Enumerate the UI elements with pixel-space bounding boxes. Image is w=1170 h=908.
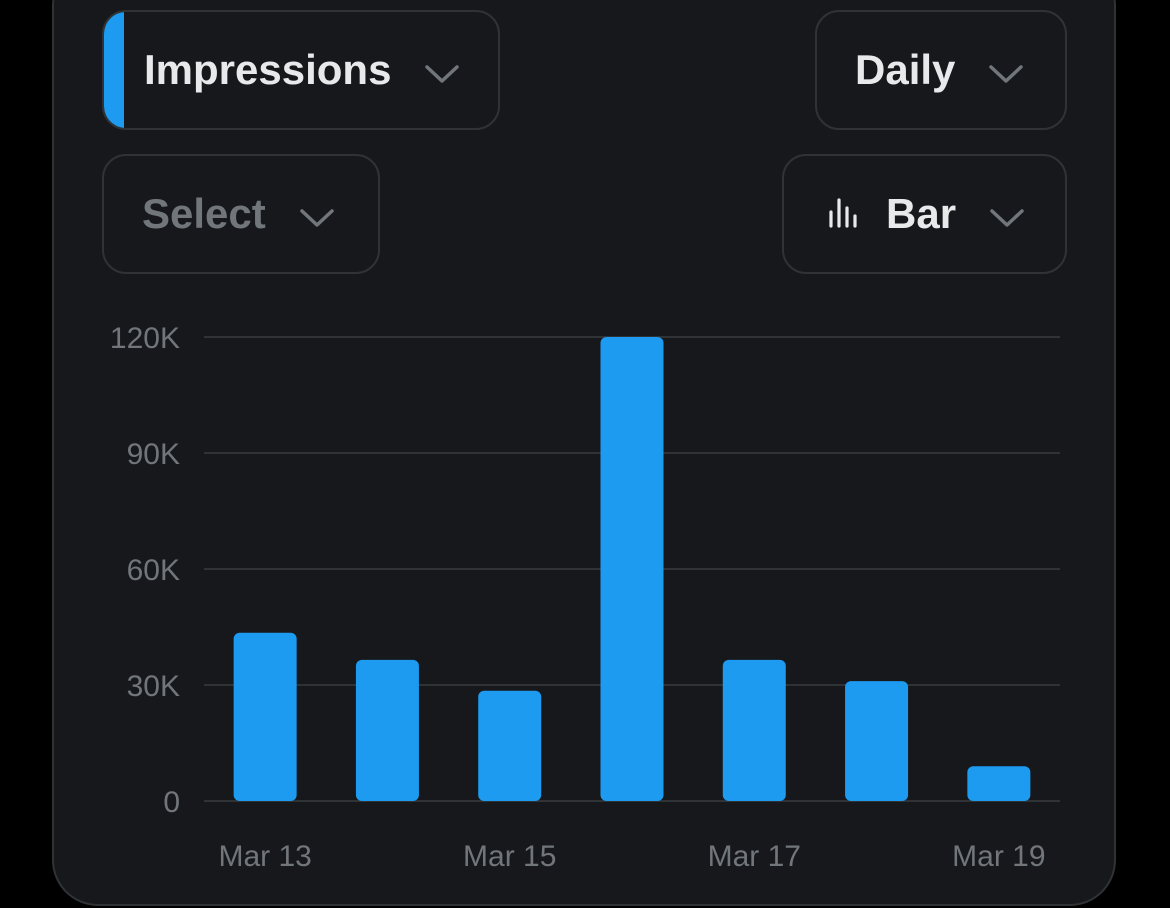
- chevron-down-icon: [300, 190, 334, 238]
- chart-type-dropdown[interactable]: Bar: [782, 154, 1067, 274]
- compare-dropdown[interactable]: Select: [102, 154, 380, 274]
- bar: [233, 632, 297, 801]
- period-dropdown-label: Daily: [855, 46, 956, 93]
- metric-color-swatch: [104, 12, 124, 128]
- y-tick-label: 120K: [110, 322, 180, 355]
- chart-bars: [233, 337, 1031, 801]
- bar: [478, 690, 542, 801]
- y-tick-label: 30K: [127, 670, 180, 703]
- chevron-down-icon: [425, 46, 460, 94]
- bar: [967, 766, 1031, 801]
- period-dropdown[interactable]: Daily: [815, 10, 1067, 130]
- metric-dropdown-label: Impressions: [144, 46, 392, 93]
- bar: [600, 337, 664, 801]
- x-axis-ticks: Mar 13 Mar 15 Mar 17 Mar 19: [218, 840, 1045, 873]
- y-tick-label: 0: [163, 786, 180, 819]
- chevron-down-icon: [989, 46, 1024, 94]
- x-tick-label: Mar 19: [952, 840, 1045, 873]
- y-tick-label: 60K: [127, 554, 180, 587]
- x-tick-label: Mar 13: [218, 840, 311, 873]
- y-tick-label: 90K: [127, 438, 180, 471]
- chevron-down-icon: [990, 190, 1024, 238]
- bar-chart-icon: [828, 190, 858, 238]
- compare-dropdown-label: Select: [142, 190, 266, 237]
- y-axis-ticks: 0 30K 60K 90K 120K: [110, 322, 180, 819]
- bar: [722, 659, 786, 801]
- x-tick-label: Mar 17: [708, 840, 801, 873]
- metric-dropdown[interactable]: Impressions: [102, 10, 500, 130]
- bar: [355, 659, 419, 801]
- bar: [845, 681, 909, 801]
- chart-type-dropdown-label: Bar: [886, 190, 957, 237]
- x-tick-label: Mar 15: [463, 840, 556, 873]
